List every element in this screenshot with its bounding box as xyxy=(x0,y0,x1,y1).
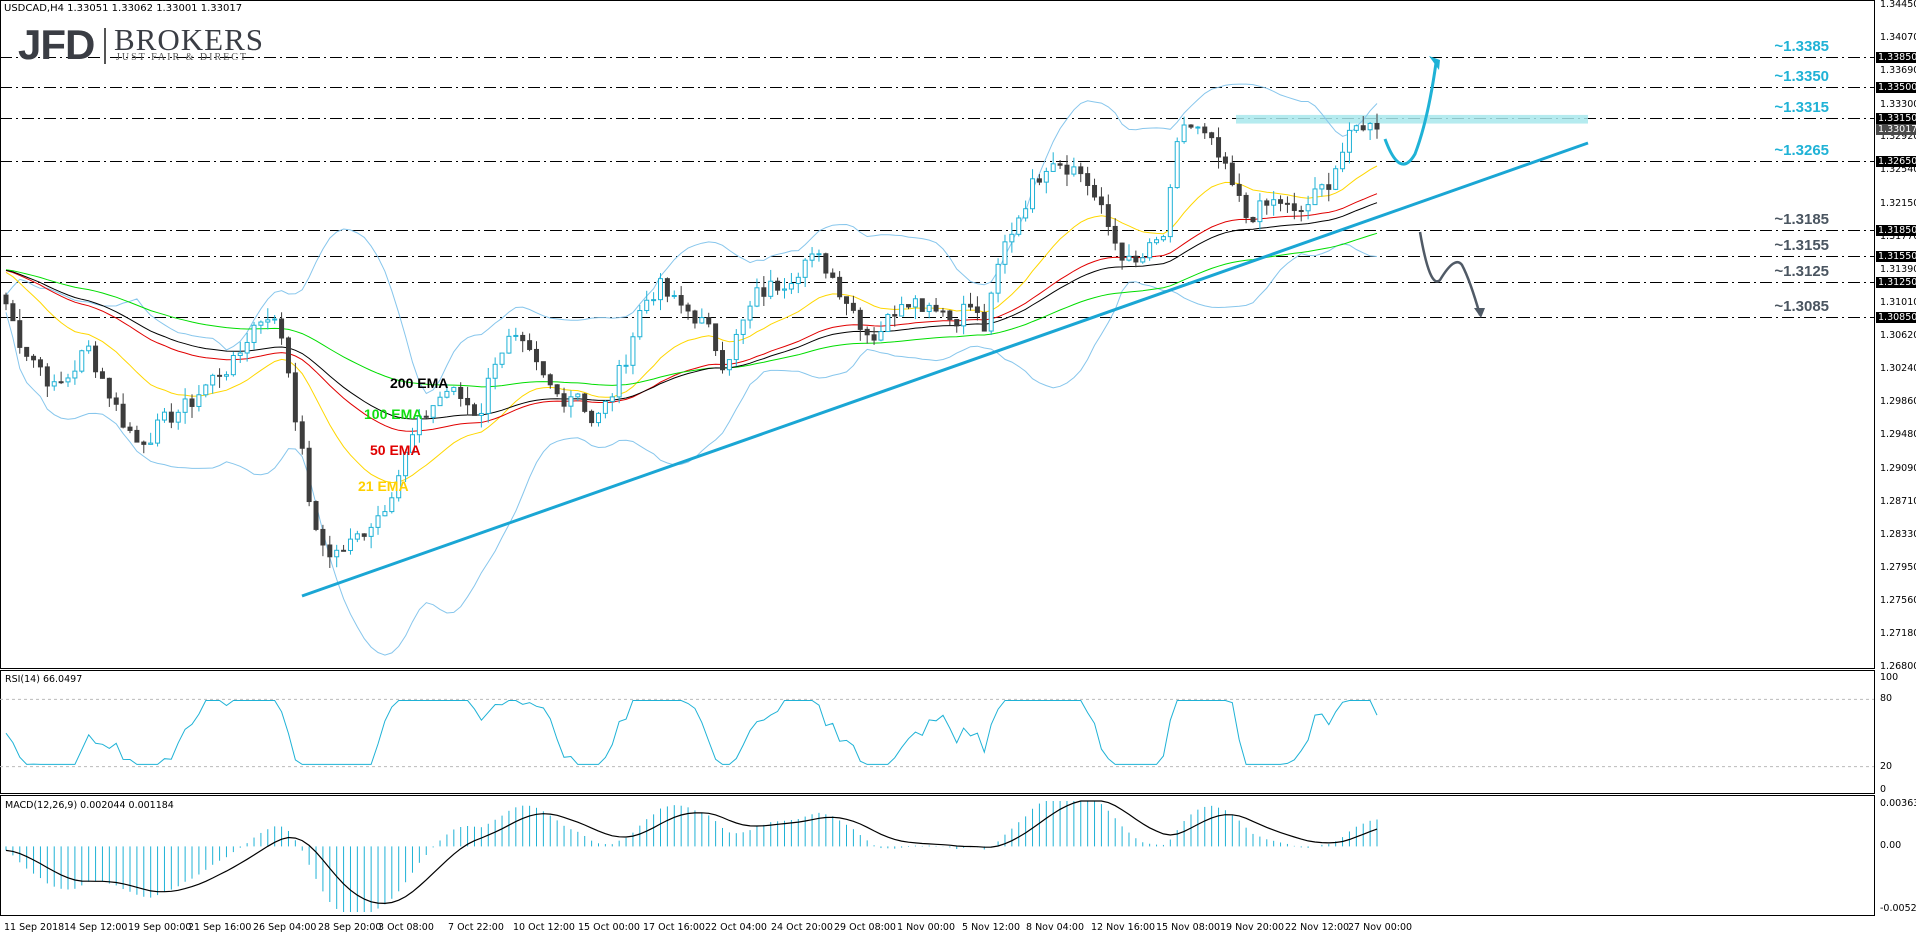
jfd-brokers-logo: JFD BROKERS JUST FAIR & DIRECT xyxy=(18,21,263,68)
price-tick: 1.32540 xyxy=(1880,164,1916,176)
ema100-label: 100 EMA xyxy=(364,406,423,422)
price-tick: 1.27560 xyxy=(1880,595,1916,607)
time-tick: 10 Oct 12:00 xyxy=(513,922,575,933)
macd-histogram xyxy=(5,800,1378,912)
rsi-tick-100: 100 xyxy=(1880,672,1899,683)
candlesticks xyxy=(3,113,1380,568)
rsi-label: RSI(14) 66.0497 xyxy=(5,674,83,685)
level-price-box: 1.31250 xyxy=(1876,276,1916,288)
rsi-panel-frame xyxy=(0,670,1875,794)
time-tick: 26 Sep 04:00 xyxy=(253,922,317,933)
macd-tick-zero: 0.00 xyxy=(1880,840,1902,852)
logo-tagline: JUST FAIR & DIRECT xyxy=(116,52,249,63)
price-tick: 1.26800 xyxy=(1880,661,1916,673)
horizontal-levels xyxy=(0,57,1874,318)
scenario-arrows xyxy=(1383,56,1485,318)
level-price-box: 1.31550 xyxy=(1876,250,1916,262)
price-tick: 1.30240 xyxy=(1880,363,1916,375)
macd-panel-frame xyxy=(0,795,1875,916)
time-tick: 14 Sep 12:00 xyxy=(64,922,128,933)
level-label-7: ~1.3085 xyxy=(1774,297,1829,315)
level-label-5: ~1.3155 xyxy=(1774,236,1829,254)
price-tick: 1.32920 xyxy=(1880,131,1916,143)
ema50-label: 50 EMA xyxy=(370,442,421,458)
time-tick: 22 Nov 12:00 xyxy=(1285,922,1350,933)
time-tick: 29 Oct 08:00 xyxy=(834,922,896,933)
ema21-label: 21 EMA xyxy=(358,478,409,494)
level-price-box: 1.31850 xyxy=(1876,225,1916,236)
time-tick: 15 Oct 00:00 xyxy=(578,922,640,933)
level-price-box: 1.33500 xyxy=(1876,82,1916,94)
rsi-line xyxy=(0,698,1874,768)
price-tick: 1.32150 xyxy=(1880,198,1916,210)
level-price-box: 1.30850 xyxy=(1876,311,1916,323)
time-tick: 12 Nov 16:00 xyxy=(1091,922,1156,933)
price-tick: 1.27180 xyxy=(1880,628,1916,640)
time-tick: 17 Oct 16:00 xyxy=(643,922,705,933)
price-tick: 1.30620 xyxy=(1880,330,1916,342)
main-chart-frame xyxy=(0,0,1875,669)
level-label-3: ~1.3265 xyxy=(1774,141,1829,159)
price-tick: 1.33690 xyxy=(1880,64,1916,76)
time-tick: 19 Sep 00:00 xyxy=(128,922,192,933)
time-tick: 27 Nov 00:00 xyxy=(1348,922,1413,933)
resistance-zone xyxy=(1236,114,1588,124)
ema200-label: 200 EMA xyxy=(390,375,449,391)
rsi-tick-80: 80 xyxy=(1880,693,1893,705)
time-tick: 19 Nov 20:00 xyxy=(1220,922,1285,933)
symbol-header: USDCAD,H4 1.33051 1.33062 1.33001 1.3301… xyxy=(4,3,243,14)
level-label-2: ~1.3315 xyxy=(1774,98,1829,116)
macd-tick-max: 0.003638 xyxy=(1880,798,1916,809)
time-tick: 5 Nov 12:00 xyxy=(962,922,1021,933)
level-label-0: ~1.3385 xyxy=(1774,37,1829,55)
price-tick: 1.28710 xyxy=(1880,495,1916,507)
price-tick: 1.31010 xyxy=(1880,296,1916,308)
time-tick: 24 Oct 20:00 xyxy=(771,922,833,933)
price-tick: 1.28330 xyxy=(1880,528,1916,540)
price-tick: 1.27950 xyxy=(1880,561,1916,573)
macd-tick-min: -0.005257 xyxy=(1880,903,1916,914)
time-tick: 28 Sep 20:00 xyxy=(318,922,382,933)
logo-jfd: JFD xyxy=(18,21,95,68)
level-label-4: ~1.3185 xyxy=(1774,210,1829,228)
rsi-tick-20: 20 xyxy=(1880,760,1893,772)
price-tick: 1.29480 xyxy=(1880,429,1916,441)
price-tick: 1.31390 xyxy=(1880,263,1916,275)
price-tick: 1.29860 xyxy=(1880,396,1916,408)
price-tick: 1.33300 xyxy=(1880,98,1916,110)
time-tick: 8 Nov 04:00 xyxy=(1026,922,1085,933)
time-tick: 15 Nov 08:00 xyxy=(1156,922,1221,933)
price-tick: 1.34450 xyxy=(1880,0,1916,10)
macd-label: MACD(12,26,9) 0.002044 0.001184 xyxy=(5,800,174,811)
price-tick: 1.31770 xyxy=(1880,230,1916,242)
ascending-trendline[interactable] xyxy=(301,141,1589,598)
rsi-tick-0: 0 xyxy=(1880,784,1887,795)
level-label-1: ~1.3350 xyxy=(1774,67,1829,85)
logo-separator xyxy=(104,28,106,64)
price-tick: 1.29090 xyxy=(1880,462,1916,474)
time-tick: 3 Oct 08:00 xyxy=(378,922,434,933)
time-tick: 1 Nov 00:00 xyxy=(897,922,956,933)
level-price-box: 1.32650 xyxy=(1876,155,1916,167)
current-price-box: 1.33017 xyxy=(1876,124,1916,135)
level-price-box: 1.33850 xyxy=(1876,51,1916,63)
price-tick: 1.34070 xyxy=(1880,31,1916,43)
time-tick: 11 Sep 2018 xyxy=(4,922,65,933)
time-tick: 7 Oct 22:00 xyxy=(448,922,504,933)
level-label-6: ~1.3125 xyxy=(1774,262,1829,280)
logo-brokers: BROKERS xyxy=(114,22,264,57)
time-tick: 22 Oct 04:00 xyxy=(705,922,767,933)
time-tick: 21 Sep 16:00 xyxy=(188,922,252,933)
level-price-box: 1.33150 xyxy=(1876,112,1916,124)
